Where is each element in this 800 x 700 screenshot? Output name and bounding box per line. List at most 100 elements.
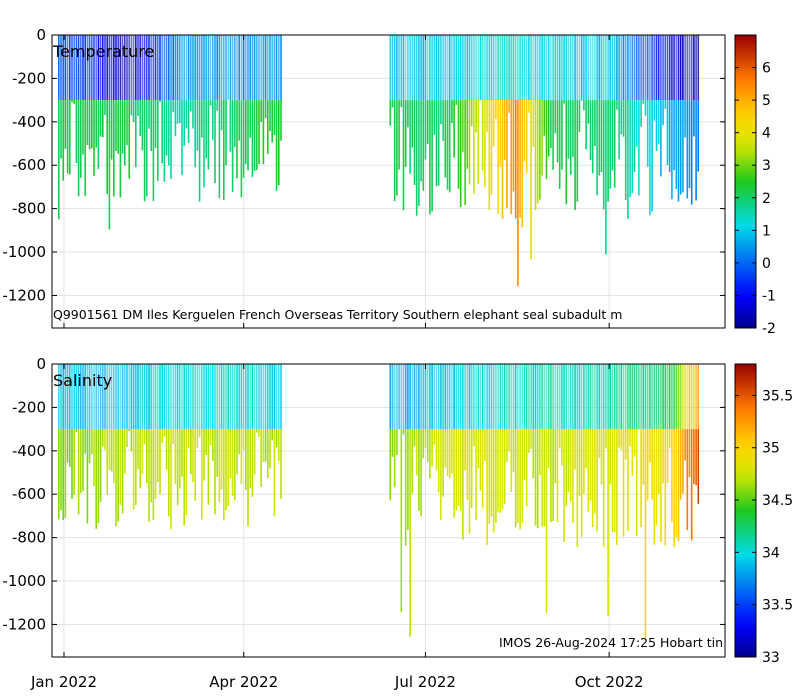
profile-cell: [698, 429, 700, 504]
profile-cell: [561, 364, 563, 429]
profile-cell: [197, 429, 199, 448]
profile-cell: [594, 429, 596, 513]
profile-cell: [82, 100, 84, 155]
profile-cell: [197, 364, 199, 429]
profile-cell: [460, 100, 462, 207]
profile-cell: [647, 35, 649, 100]
profile-cell: [423, 429, 425, 458]
profile-cell: [396, 429, 398, 455]
profile-cell: [210, 35, 212, 100]
profile-cell: [462, 35, 464, 100]
figure: 0-200-400-600-800-1000-1200 Temperature …: [0, 0, 800, 700]
profile-cell: [131, 364, 133, 429]
profile-cell: [511, 364, 513, 429]
profile-cell: [263, 100, 265, 164]
profile-cell: [243, 100, 245, 178]
profile-cell: [594, 35, 596, 100]
profile-cell: [517, 429, 519, 523]
profile-cell: [276, 429, 278, 447]
profile-cell: [247, 100, 249, 170]
profile-cell: [252, 35, 254, 100]
profile-cell: [405, 100, 407, 167]
profile-cell: [684, 100, 686, 137]
profile-cell: [473, 364, 475, 429]
colorbar-tick-label: -1: [762, 288, 776, 304]
profile-cell: [139, 364, 141, 429]
profile-cell: [645, 364, 647, 429]
profile-cell: [146, 364, 148, 429]
profile-cell: [65, 100, 67, 149]
profile-cell: [445, 364, 447, 429]
profile-cell: [601, 364, 603, 429]
profile-cell: [194, 429, 196, 501]
profile-cell: [458, 35, 460, 100]
profile-cell: [249, 429, 251, 488]
profile-cell: [247, 35, 249, 100]
profile-cell: [434, 100, 436, 135]
profile-cell: [515, 429, 517, 527]
profile-cell: [254, 429, 256, 475]
profile-cell: [434, 429, 436, 444]
profile-cell: [205, 100, 207, 158]
profile-cell: [456, 429, 458, 511]
profile-cell: [599, 429, 601, 458]
profile-cell: [671, 35, 673, 100]
profile-cell: [629, 100, 631, 197]
profile-cell: [254, 364, 256, 429]
profile-cell: [164, 35, 166, 100]
profile-cell: [583, 100, 585, 110]
profile-cell: [219, 35, 221, 100]
profile-cell: [238, 35, 240, 100]
profile-cell: [656, 364, 658, 429]
profile-cell: [605, 35, 607, 100]
x-tick-label: Jul 2022: [394, 673, 456, 691]
profile-cell: [467, 100, 469, 169]
profile-cell: [258, 100, 260, 164]
profile-cell: [175, 429, 177, 484]
profile-cell: [533, 364, 535, 429]
profile-cell: [497, 429, 499, 512]
profile-cell: [478, 35, 480, 100]
profile-cell: [188, 100, 190, 143]
profile-cell: [172, 100, 174, 112]
profile-cell: [258, 429, 260, 437]
profile-cell: [203, 429, 205, 480]
x-tick-label: Jan 2022: [30, 673, 97, 691]
profile-cell: [172, 35, 174, 100]
profile-cell: [486, 35, 488, 100]
profile-cell: [425, 100, 427, 160]
profile-cell: [78, 100, 80, 196]
profile-cell: [84, 429, 86, 454]
profile-cell: [445, 35, 447, 100]
profile-cell: [58, 429, 60, 519]
profile-cell: [682, 429, 684, 494]
profile-cell: [416, 429, 418, 475]
profile-cell: [71, 429, 73, 499]
profile-cell: [414, 100, 416, 185]
profile-cell: [605, 100, 607, 254]
profile-cell: [274, 100, 276, 135]
profile-cell: [249, 35, 251, 100]
profile-cell: [588, 429, 590, 512]
profile-cell: [546, 100, 548, 179]
profile-cell: [192, 364, 194, 429]
profile-cell: [475, 364, 477, 429]
profile-cell: [423, 35, 425, 100]
profile-cell: [592, 364, 594, 429]
profile-cell: [396, 35, 398, 100]
profile-cell: [555, 364, 557, 429]
profile-cell: [278, 364, 280, 429]
profile-cell: [142, 429, 144, 474]
profile-cell: [102, 429, 104, 446]
profile-cell: [390, 100, 392, 126]
profile-cell: [260, 100, 262, 122]
colorbar-tick-label: 34: [762, 545, 780, 561]
profile-cell: [102, 100, 104, 137]
profile-cell: [398, 364, 400, 429]
profile-cell: [563, 100, 565, 104]
profile-cell: [484, 100, 486, 187]
profile-cell: [618, 364, 620, 429]
profile-cell: [579, 35, 581, 100]
profile-cell: [58, 100, 60, 219]
profile-cell: [192, 35, 194, 100]
